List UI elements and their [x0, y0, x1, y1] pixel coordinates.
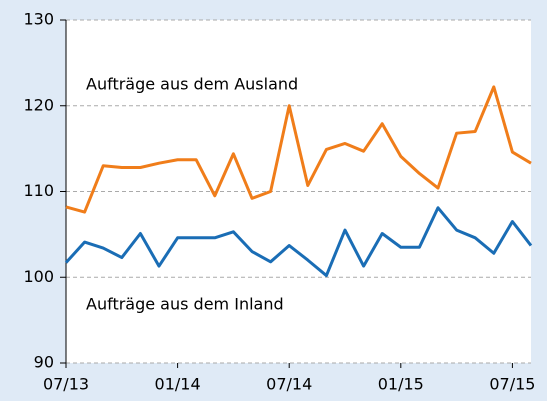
- y-tick-label: 90: [34, 353, 54, 372]
- series-line: [64, 206, 533, 278]
- x-tick-label: 01/14: [155, 375, 201, 394]
- series-label: Aufträge aus dem Inland: [86, 295, 284, 314]
- y-tick-label: 130: [23, 10, 54, 29]
- x-tick-label: 01/15: [378, 375, 424, 394]
- series-line: [65, 85, 532, 214]
- x-tick-label: 07/15: [489, 375, 535, 394]
- x-tick-label: 07/14: [266, 375, 312, 394]
- series-label: Aufträge aus dem Ausland: [86, 75, 298, 94]
- x-tick-label: 07/13: [43, 375, 89, 394]
- y-tick-label: 100: [23, 267, 54, 286]
- y-tick-label: 110: [23, 181, 54, 200]
- y-tick-label: 120: [23, 95, 54, 114]
